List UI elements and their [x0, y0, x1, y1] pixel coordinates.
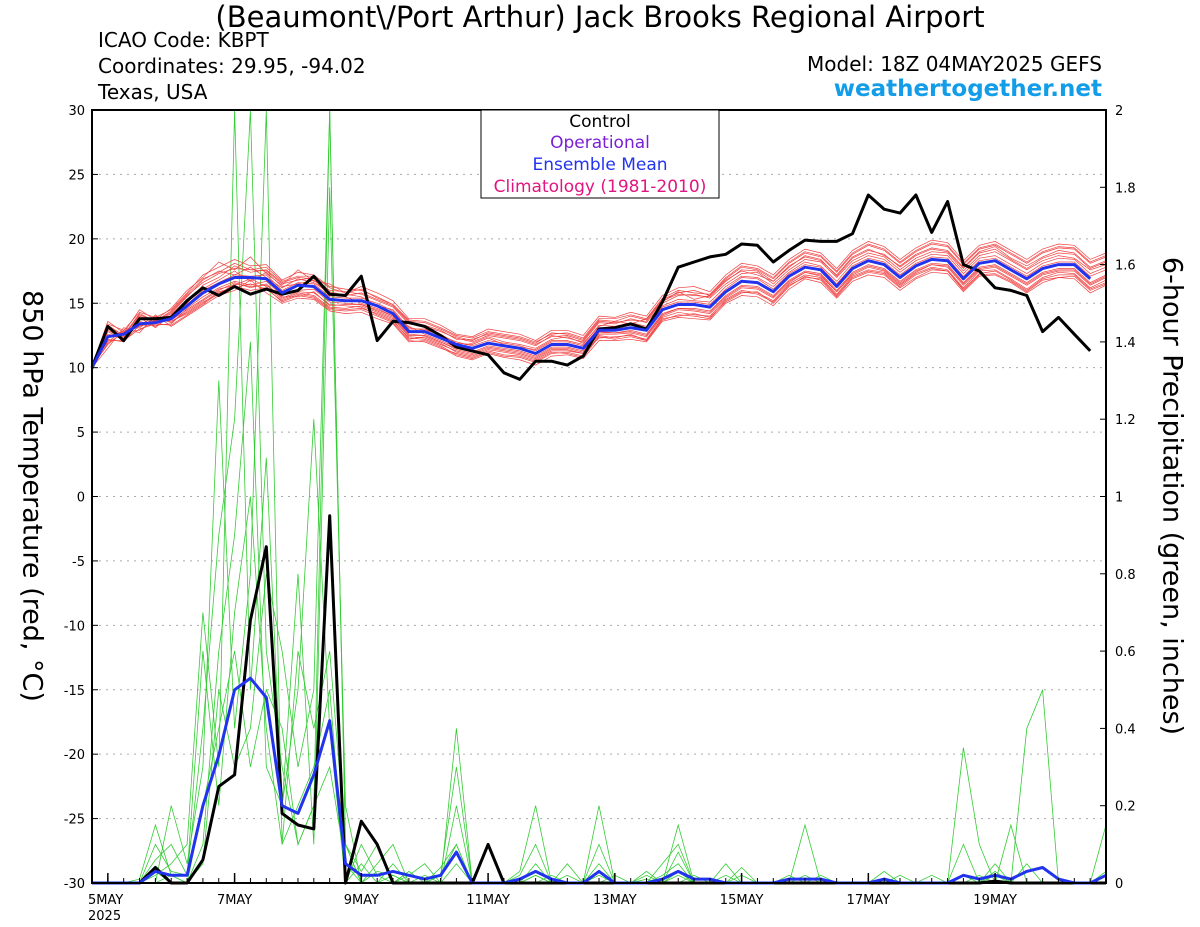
temp-member-10 — [91, 264, 1107, 366]
series-control — [90, 193, 1092, 381]
ytick-right-label-10: 0 — [1115, 877, 1123, 892]
ytick-left-label-10: -20 — [64, 748, 85, 763]
temp-member-13 — [91, 242, 1107, 370]
ytick-left-label-11: -25 — [64, 813, 85, 828]
legend-box — [480, 109, 720, 199]
temp-member-3 — [91, 266, 1107, 367]
ytick-right-label-5: 1 — [1115, 491, 1123, 506]
ytick-right-label-3: 1.4 — [1115, 336, 1136, 351]
ytick-left-label-1: 25 — [68, 168, 85, 183]
legend-ensemble-mean: Ensemble Mean — [532, 155, 667, 175]
xtick-label-1: 7MAY — [217, 893, 252, 908]
ytick-right-label-2: 1.6 — [1115, 259, 1136, 274]
ytick-right-label-9: 0.2 — [1115, 800, 1136, 815]
main-series — [90, 193, 1107, 885]
legend-control: Control — [569, 112, 630, 132]
temp-member-11 — [91, 248, 1107, 368]
ytick-left-label-7: -5 — [72, 555, 85, 570]
temp-member-9 — [91, 253, 1107, 372]
xtick-label-2: 9MAY — [344, 893, 379, 908]
temp-member-4 — [91, 243, 1107, 368]
temp-member-6 — [91, 256, 1107, 370]
ytick-left-label-2: 20 — [68, 233, 85, 248]
ytick-left-label-3: 15 — [68, 297, 85, 312]
temp-member-0 — [91, 246, 1107, 368]
xtick-label-3: 11MAY — [466, 893, 510, 908]
icao-code: ICAO Code: KBPT — [98, 28, 269, 52]
ytick-left-label-0: 30 — [68, 104, 85, 119]
ytick-right-label-8: 0.4 — [1115, 722, 1136, 737]
ytick-left-label-5: 5 — [77, 426, 85, 441]
ytick-right-label-7: 0.6 — [1115, 645, 1136, 660]
ytick-right-label-1: 1.8 — [1115, 181, 1136, 196]
axis-ticks: 302520151050-5-10-15-20-25-3021.81.61.41… — [64, 104, 1136, 924]
xtick-label-4: 13MAY — [593, 893, 637, 908]
ytick-left-label-12: -30 — [64, 877, 85, 892]
xtick-label-7: 19MAY — [973, 893, 1017, 908]
xtick-label-5: 15MAY — [720, 893, 764, 908]
ytick-left-label-9: -15 — [64, 684, 85, 699]
xtick-label-0: 5MAY — [88, 893, 123, 908]
temp-members — [91, 239, 1107, 372]
series-ensemble-mean-precipitation — [92, 676, 1107, 885]
temp-member-1 — [91, 269, 1107, 366]
ytick-right-label-6: 0.8 — [1115, 568, 1136, 583]
legend-operational: Operational — [550, 133, 650, 153]
ytick-right-label-4: 1.2 — [1115, 413, 1136, 428]
ytick-right-label-0: 2 — [1115, 104, 1123, 119]
legend: Control Operational Ensemble Mean Climat… — [480, 109, 720, 199]
xtick-label-6: 17MAY — [847, 893, 891, 908]
ytick-left-label-4: 10 — [68, 362, 85, 377]
site-link[interactable]: weathertogether.net — [833, 76, 1102, 102]
temp-member-14 — [91, 264, 1107, 368]
location: Texas, USA — [98, 80, 208, 104]
xtick-year: 2025 — [88, 909, 121, 924]
legend-climatology: Climatology (1981-2010) — [494, 177, 707, 197]
ytick-left-label-6: 0 — [77, 491, 85, 506]
model-run: Model: 18Z 04MAY2025 GEFS — [807, 52, 1102, 76]
chart-title: (Beaumont\/Port Arthur) Jack Brooks Regi… — [215, 0, 985, 34]
temp-member-12 — [91, 268, 1107, 367]
series-ensemble-mean — [90, 257, 1092, 369]
ytick-left-label-8: -10 — [64, 619, 85, 634]
coordinates: Coordinates: 29.95, -94.02 — [98, 54, 366, 78]
